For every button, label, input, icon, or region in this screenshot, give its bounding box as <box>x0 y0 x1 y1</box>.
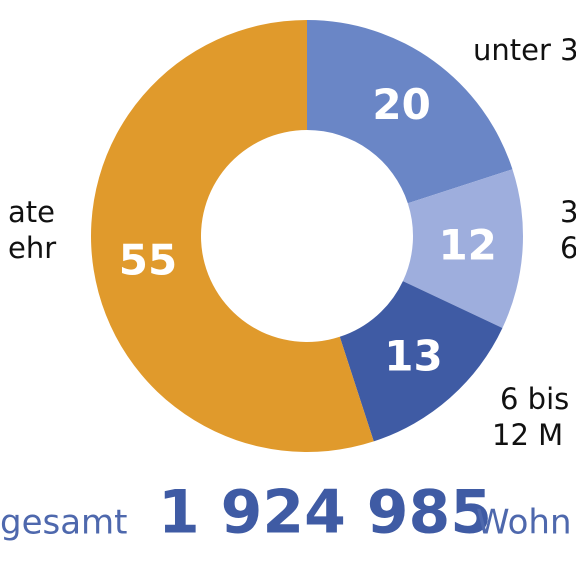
value-label: 55 <box>119 236 177 285</box>
total-prefix: gesamt <box>0 503 128 543</box>
value-label: 20 <box>372 80 430 129</box>
value-label: 13 <box>384 331 442 380</box>
category-label: 6 bis <box>500 382 569 416</box>
value-label: 12 <box>438 221 496 270</box>
donut-segment <box>402 169 523 328</box>
donut-segment <box>307 20 513 204</box>
category-label: 6 <box>560 231 576 265</box>
donut-segment <box>339 281 503 442</box>
total: 1 924 985 <box>158 478 492 548</box>
category-label: 12 M <box>492 418 563 452</box>
category-label: unter 3 <box>473 33 576 67</box>
category-label: ehr <box>8 231 56 265</box>
category-label: ate <box>8 195 55 229</box>
donut-segment <box>91 20 374 452</box>
category-label: 3 <box>560 195 576 229</box>
total-suffix: Wohn <box>476 503 572 543</box>
